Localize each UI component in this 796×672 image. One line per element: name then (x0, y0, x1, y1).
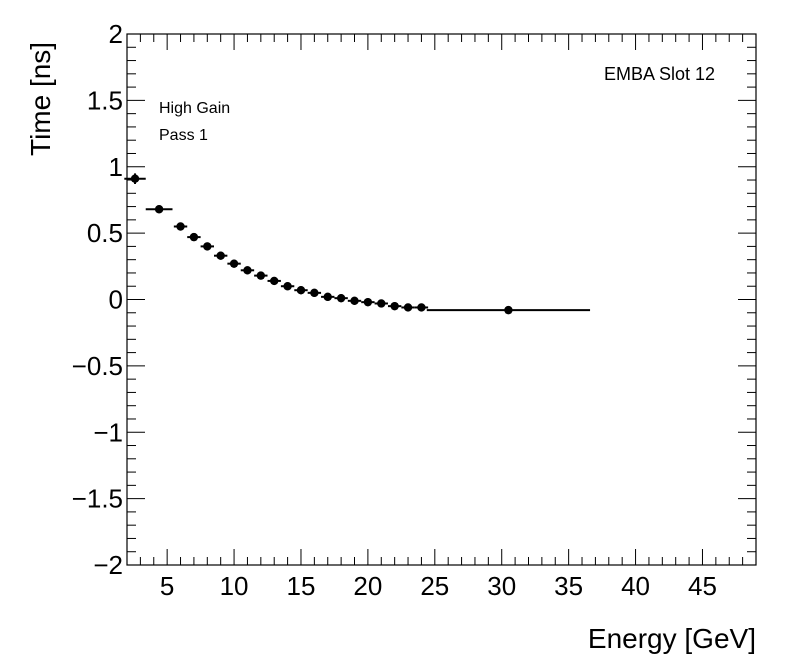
data-point (227, 259, 241, 268)
x-tick-label: 10 (220, 571, 249, 601)
marker (203, 242, 212, 251)
data-point (347, 296, 362, 306)
data-point (200, 242, 214, 251)
marker (296, 286, 306, 295)
data-point (145, 205, 173, 214)
data-point (426, 305, 591, 315)
y-tick-label: −1 (93, 417, 123, 447)
y-tick-label: 1.5 (87, 85, 123, 115)
data-point (267, 276, 281, 286)
x-axis-title: Energy [GeV] (588, 623, 756, 654)
y-axis-title: Time [ns] (25, 42, 56, 156)
marker (270, 276, 279, 286)
marker (350, 296, 359, 306)
data-point (401, 303, 415, 312)
x-tick-labels: 5 10 15 20 25 30 35 40 45 (160, 571, 717, 601)
marker (154, 205, 164, 214)
marker (363, 297, 373, 307)
y-tick-label: 0.5 (87, 218, 123, 248)
data-point (254, 271, 268, 280)
marker (176, 222, 185, 231)
y-tick-label: −1.5 (72, 484, 123, 514)
x-tick-label: 25 (420, 571, 449, 601)
marker (390, 301, 399, 311)
marker (216, 251, 225, 260)
marker (243, 266, 252, 275)
data-point (240, 266, 255, 275)
pass-label: Pass 1 (159, 127, 208, 144)
axis-ticks (126, 33, 757, 566)
data-point (414, 303, 429, 312)
y-tick-labels: −2 −1.5 −1 −0.5 0 0.5 1 1.5 2 (72, 19, 123, 580)
x-tick-label: 15 (287, 571, 316, 601)
marker (417, 303, 426, 312)
data-point (321, 292, 335, 302)
data-point (187, 232, 201, 242)
marker (310, 288, 319, 298)
gain-label: High Gain (159, 100, 230, 117)
data-point (334, 293, 348, 303)
data-point (374, 299, 388, 308)
data-point (124, 173, 146, 185)
x-tick-label: 20 (353, 571, 382, 601)
marker (229, 259, 239, 268)
x-tick-label: 5 (160, 571, 174, 601)
data-point (307, 288, 322, 298)
data-point (387, 301, 402, 311)
y-tick-label: −2 (93, 550, 123, 580)
marker (130, 174, 140, 183)
x-tick-label: 35 (554, 571, 583, 601)
x-tick-label: 40 (621, 571, 650, 601)
y-tick-label: 0 (109, 285, 123, 315)
marker (403, 303, 413, 312)
marker (336, 293, 346, 303)
data-points (124, 173, 591, 315)
slot-label: EMBA Slot 12 (604, 64, 715, 84)
x-tick-label: 45 (688, 571, 717, 601)
y-tick-label: −0.5 (72, 351, 123, 381)
marker (504, 305, 513, 315)
marker (189, 232, 199, 242)
data-point (173, 222, 188, 231)
data-point (361, 297, 375, 307)
y-tick-label: 1 (109, 152, 123, 182)
marker (377, 299, 386, 308)
marker (283, 282, 292, 291)
y-tick-label: 2 (109, 19, 123, 49)
x-tick-label: 30 (487, 571, 516, 601)
marker (256, 271, 266, 280)
data-point (294, 286, 308, 295)
data-point (280, 282, 295, 291)
data-point (213, 251, 228, 260)
marker (323, 292, 332, 302)
